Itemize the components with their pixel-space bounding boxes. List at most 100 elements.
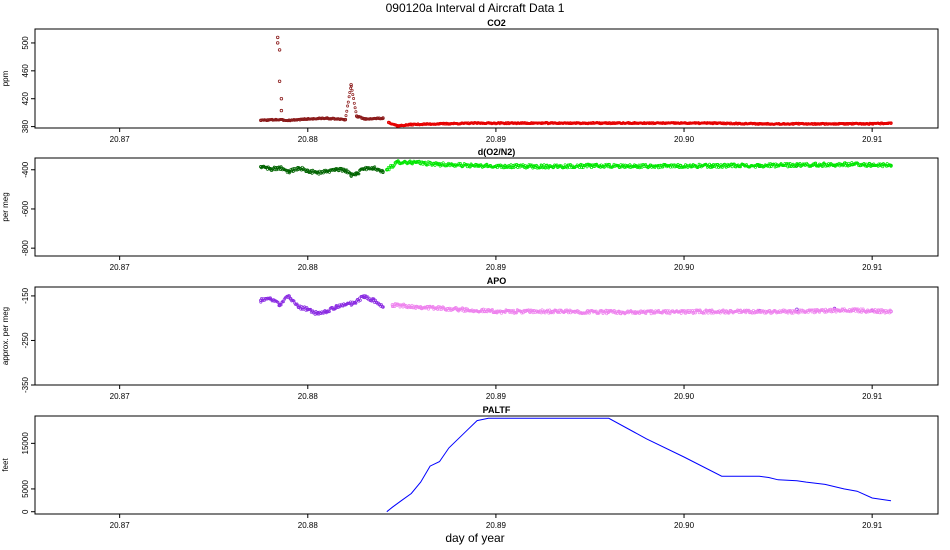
data-point [427,307,430,311]
plot-frame [34,28,939,129]
y-tick-label: 5000 [21,479,30,497]
data-point [351,93,355,97]
page-title: 090120a Interval d Aircraft Data 1 [385,1,565,15]
y-axis-label: approx. per meg [1,307,10,365]
y-tick-label: -600 [21,200,30,217]
data-point [272,165,276,169]
data-point [521,311,525,315]
data-point [751,308,755,312]
data-point [599,165,602,169]
data-point [812,308,815,312]
panel-title: PALTF [483,405,511,415]
x-tick-label: 20.88 [298,135,319,144]
data-point [873,307,877,311]
data-point [788,162,792,165]
plot-frame [34,157,939,257]
data-point [732,162,736,166]
x-tick-label: 20.90 [674,521,695,530]
data-point [623,166,627,169]
data-point [889,121,893,125]
data-point [381,116,385,120]
data-point [346,100,350,104]
data-point [309,168,313,172]
data-point [856,307,860,311]
plot-frame [34,286,939,386]
x-tick-label: 20.87 [110,135,131,144]
x-tick-label: 20.91 [862,263,883,272]
chart-panel: d(O2/N2) per meg 20.87 20.88 20.89 20.90 20.91… [1,147,939,272]
data-point [373,165,377,169]
data-point [814,161,818,165]
data-point [461,307,465,311]
data-point [381,305,385,309]
data-point [683,165,687,169]
data-point [291,167,294,171]
data-point [888,311,891,315]
data-point [744,311,748,315]
data-point [348,91,352,94]
data-point [490,308,494,312]
data-point [794,165,798,168]
x-tick-label: 20.88 [298,521,319,530]
data-point [860,308,864,312]
data-point [602,165,606,169]
x-tick-label: 20.90 [674,135,695,144]
data-point [345,109,349,113]
x-tick-label: 20.87 [110,521,131,530]
x-tick-label: 20.89 [486,263,507,272]
x-tick-label: 20.89 [486,392,507,401]
data-point [349,174,353,178]
data-point [289,297,293,300]
data-point [349,83,353,87]
data-point [767,162,771,166]
y-axis-label: per meg [1,192,10,221]
y-tick-label: 0 [21,509,30,514]
data-point [295,168,299,172]
data-point [305,306,309,310]
data-point [798,162,802,165]
data-point [624,165,628,169]
x-tick-label: 20.91 [862,135,883,144]
data-point [694,311,697,315]
data-point [299,307,303,311]
data-point [381,171,385,175]
data-point [287,294,291,298]
data-point [679,311,683,315]
data-point [276,41,280,45]
y-tick-label: 500 [21,36,30,50]
data-point [555,163,559,167]
data-point [364,165,368,169]
data-point [298,304,302,308]
data-point [386,165,390,169]
data-point [279,303,283,307]
data-point [358,298,362,302]
data-point [656,166,660,170]
plot-frame [34,415,939,515]
data-point [837,161,841,165]
data-point [327,170,331,174]
data-point [584,311,588,315]
data-point [889,164,893,168]
data-point [878,311,882,315]
data-point [353,106,357,110]
data-point [703,311,707,315]
data-point [535,163,538,167]
data-point [279,96,284,101]
x-tick-label: 20.88 [298,392,319,401]
data-point [354,301,358,305]
data-point [877,308,881,312]
data-point [649,312,653,316]
data-point [309,307,313,311]
data-point [676,163,680,166]
data-point [618,165,622,169]
data-point [547,166,551,170]
data-point [304,308,308,312]
data-point [436,307,440,311]
data-point [768,309,772,313]
x-axis-label: day of year [445,531,505,545]
data-point [303,306,307,310]
data-point [604,308,608,312]
x-tick-label: 20.89 [486,135,507,144]
chart-panel: APO approx. per meg 20.87 20.88 20.89 20.90 20… [1,276,939,401]
